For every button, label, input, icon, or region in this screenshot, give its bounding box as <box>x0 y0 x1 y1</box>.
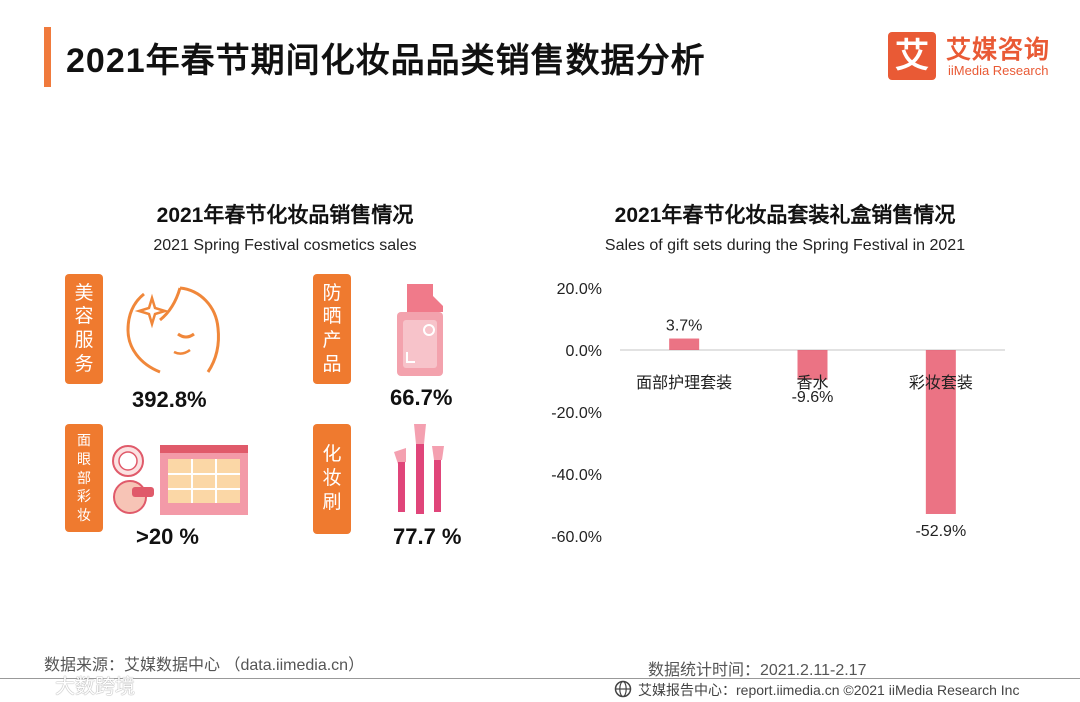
value-face-eye-makeup: >20 % <box>136 524 199 549</box>
tag-char: 防 <box>322 282 342 304</box>
chart-subtitle: Sales of gift sets during the Spring Fes… <box>604 237 966 254</box>
watermark: 大数跨境 <box>55 676 135 698</box>
logo-cn-text: 艾媒咨询 <box>946 36 1051 64</box>
tag-makeup-brush: 化 妆 刷 <box>313 424 351 534</box>
category-label: 面部护理套装 <box>636 374 732 392</box>
value-sunscreen: 66.7% <box>390 385 453 410</box>
y-tick-label: -40.0% <box>551 467 602 484</box>
tag-char: 品 <box>322 353 342 375</box>
left-panel-subtitle: 2021 Spring Festival cosmetics sales <box>153 237 417 254</box>
tag-char: 美 <box>74 282 94 304</box>
gift-set-bar-chart: 20.0% 0.0% -20.0% -40.0% -60.0% 3.7% 面部护理套装 -9.… <box>551 281 1005 546</box>
bar-value-label: -9.6% <box>792 389 834 406</box>
bar <box>925 350 956 514</box>
tag-char: 刷 <box>322 491 342 513</box>
tag-char: 彩 <box>77 488 91 505</box>
eyeshadow-palette-icon <box>112 445 248 515</box>
tag-char: 妆 <box>322 468 342 490</box>
tag-char: 晒 <box>322 306 342 328</box>
tag-char: 务 <box>74 353 94 375</box>
page-title: 2021年春节期间化妆品品类销售数据分析 <box>66 42 706 80</box>
y-tick-label: 20.0% <box>557 281 602 298</box>
y-tick-label: -20.0% <box>551 405 602 422</box>
face-sparkle-icon <box>126 286 220 374</box>
footer-copyright: 艾媒报告中心：report.iimedia.cn ©2021 iiMedia R… <box>638 680 1019 700</box>
tag-sunscreen: 防 晒 产 品 <box>313 274 351 384</box>
left-panel-title: 2021年春节化妆品销售情况 <box>156 204 414 227</box>
tag-beauty-services: 美 容 服 务 <box>65 274 103 384</box>
tag-char: 妆 <box>77 507 91 524</box>
tag-face-eye-makeup: 面 眼 部 彩 妆 <box>65 424 103 532</box>
data-date-range: 数据统计时间：2021.2.11-2.17 <box>648 662 867 679</box>
category-label: 香水 <box>796 374 828 392</box>
copyright-text: 艾媒报告中心：report.iimedia.cn ©2021 iiMedia R… <box>638 682 1020 698</box>
y-tick-label: 0.0% <box>566 343 602 360</box>
tag-char: 容 <box>74 306 94 328</box>
tag-char: 服 <box>74 330 94 351</box>
chart-title: 2021年春节化妆品套装礼盒销售情况 <box>614 204 956 227</box>
bar-value-label: 3.7% <box>666 318 702 335</box>
bar <box>797 350 828 380</box>
data-source: 数据来源：艾媒数据中心 （data.iimedia.cn） <box>44 657 365 674</box>
brand-logo: 艾 艾媒咨询 iiMedia Research <box>888 30 1060 82</box>
value-beauty-services: 392.8% <box>132 387 207 412</box>
tag-char: 部 <box>77 469 91 486</box>
tag-char: 产 <box>322 330 342 351</box>
tag-char: 眼 <box>77 450 91 467</box>
title-accent-bar <box>44 27 51 87</box>
globe-icon <box>614 680 632 698</box>
tag-char: 化 <box>322 444 342 466</box>
logo-mark: 艾 <box>888 32 936 80</box>
makeup-brush-icon <box>394 424 444 514</box>
category-label: 彩妆套装 <box>909 374 973 392</box>
footer-divider <box>0 678 1080 679</box>
logo-en-text: iiMedia Research <box>948 63 1049 78</box>
bar-value-label: -52.9% <box>915 523 966 540</box>
value-makeup-brush: 77.7 % <box>393 524 462 549</box>
y-tick-label: -60.0% <box>551 529 602 546</box>
bar <box>669 338 700 350</box>
sunscreen-bottle-icon <box>397 284 443 376</box>
tag-char: 面 <box>77 431 91 448</box>
